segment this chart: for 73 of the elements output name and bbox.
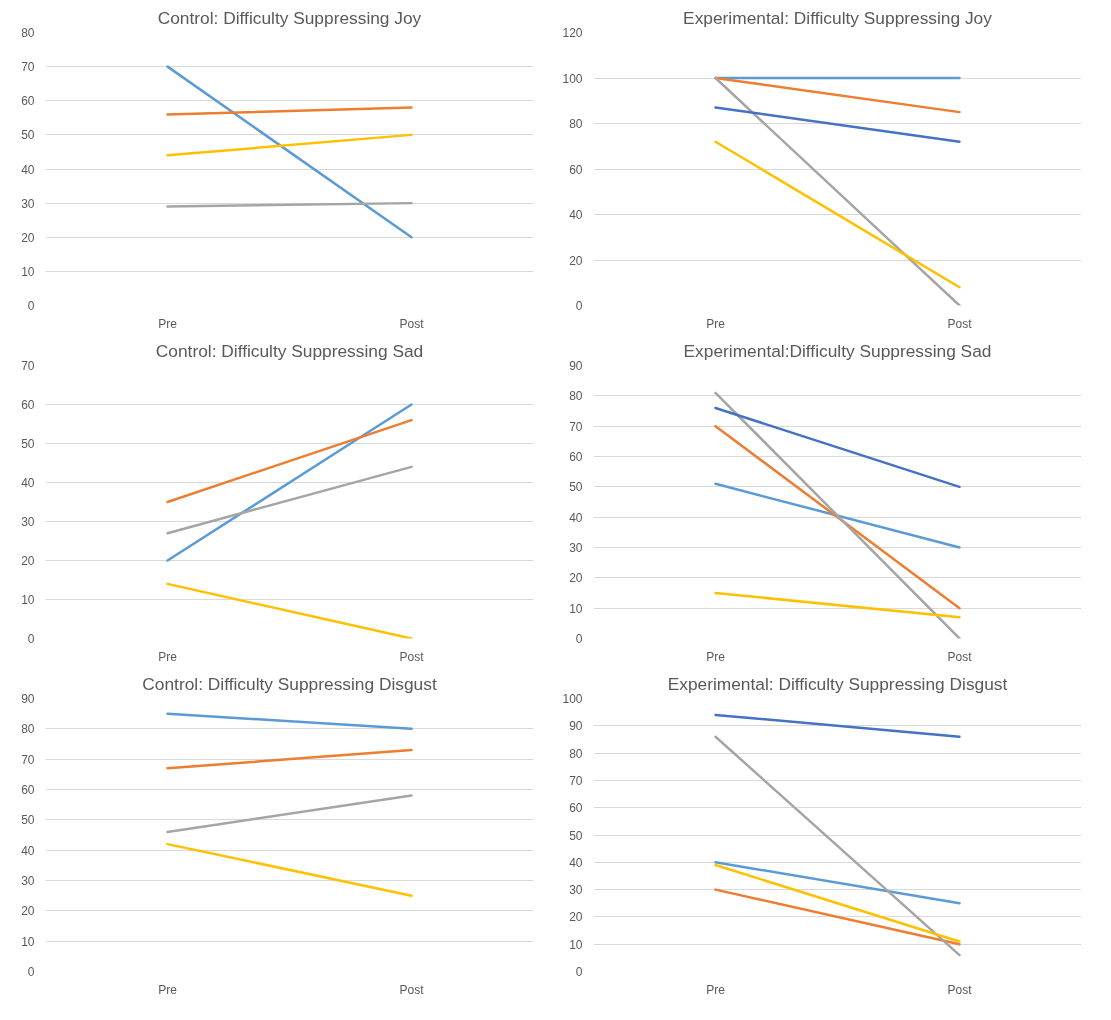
y-tick-label: 80 xyxy=(569,389,583,404)
y-tick-label: 100 xyxy=(562,71,583,86)
y-tick-label: 70 xyxy=(21,752,35,767)
y-tick-label: 20 xyxy=(569,253,583,268)
y-tick-label: 60 xyxy=(569,450,583,464)
y-tick-label: 40 xyxy=(569,855,583,870)
y-tick-label: 30 xyxy=(21,515,35,529)
y-tick-label: 70 xyxy=(21,60,35,75)
y-tick-label: 60 xyxy=(21,783,35,797)
y-tick-label: 40 xyxy=(21,476,35,490)
x-tick-label: Post xyxy=(399,316,425,331)
x-tick-label: Pre xyxy=(158,649,178,664)
y-tick-label: 70 xyxy=(569,773,583,788)
y-tick-label: 10 xyxy=(21,593,35,607)
chart-title: Experimental: Difficulty Suppressing Joy xyxy=(683,7,993,28)
x-tick-label: Pre xyxy=(706,649,726,664)
y-tick-label: 40 xyxy=(569,510,583,525)
y-tick-label: 60 xyxy=(21,398,35,412)
y-tick-label: 90 xyxy=(569,719,583,734)
y-tick-label: 80 xyxy=(569,746,583,761)
y-tick-label: 50 xyxy=(21,813,35,828)
y-tick-label: 60 xyxy=(21,94,35,109)
x-tick-label: Post xyxy=(947,649,973,664)
chart-title: Control: Difficulty Suppressing Disgust xyxy=(142,673,437,694)
y-tick-label: 10 xyxy=(21,264,35,279)
y-tick-label: 0 xyxy=(575,965,583,979)
x-tick-label: Post xyxy=(947,982,973,997)
y-tick-label: 20 xyxy=(21,230,35,245)
x-tick-label: Pre xyxy=(706,316,726,331)
y-tick-label: 0 xyxy=(27,299,35,313)
y-tick-label: 20 xyxy=(569,910,583,925)
y-tick-label: 20 xyxy=(569,571,583,586)
y-tick-label: 100 xyxy=(562,692,583,706)
y-tick-label: 50 xyxy=(569,828,583,843)
y-tick-label: 70 xyxy=(569,419,583,434)
y-tick-label: 70 xyxy=(21,359,35,373)
y-tick-label: 40 xyxy=(569,208,583,222)
y-tick-label: 10 xyxy=(569,601,583,616)
y-tick-label: 40 xyxy=(21,162,35,177)
chart-title: Control: Difficulty Suppressing Joy xyxy=(157,7,422,28)
y-tick-label: 90 xyxy=(21,692,35,706)
y-tick-label: 90 xyxy=(569,359,583,373)
y-tick-label: 120 xyxy=(562,26,583,40)
y-tick-label: 50 xyxy=(21,128,35,143)
y-tick-label: 50 xyxy=(21,437,35,451)
y-tick-label: 50 xyxy=(569,480,583,495)
y-tick-label: 30 xyxy=(569,541,583,555)
y-tick-label: 60 xyxy=(569,162,583,177)
y-tick-label: 20 xyxy=(21,904,35,919)
x-tick-label: Pre xyxy=(706,982,726,997)
y-tick-label: 0 xyxy=(575,632,583,646)
y-tick-label: 30 xyxy=(21,874,35,888)
y-tick-label: 80 xyxy=(569,117,583,131)
x-tick-label: Post xyxy=(399,649,425,664)
y-tick-label: 60 xyxy=(569,801,583,816)
y-tick-label: 80 xyxy=(21,26,35,40)
y-tick-label: 10 xyxy=(569,937,583,952)
chart-title: Experimental: Difficulty Suppressing Disgust xyxy=(667,673,1008,694)
y-tick-label: 30 xyxy=(21,196,35,211)
x-tick-label: Post xyxy=(947,316,973,331)
x-tick-label: Pre xyxy=(158,316,178,331)
y-tick-label: 10 xyxy=(21,934,35,949)
x-tick-label: Pre xyxy=(158,982,178,997)
y-tick-label: 0 xyxy=(27,632,35,646)
y-tick-label: 0 xyxy=(27,965,35,979)
chart-title: Control: Difficulty Suppressing Sad xyxy=(155,340,424,361)
y-tick-label: 40 xyxy=(21,843,35,858)
y-tick-label: 0 xyxy=(575,299,583,313)
y-tick-label: 30 xyxy=(569,883,583,898)
chart-title: Experimental:Difficulty Suppressing Sad xyxy=(683,340,992,361)
y-tick-label: 80 xyxy=(21,722,35,737)
x-tick-label: Post xyxy=(399,982,425,997)
y-tick-label: 20 xyxy=(21,554,35,568)
